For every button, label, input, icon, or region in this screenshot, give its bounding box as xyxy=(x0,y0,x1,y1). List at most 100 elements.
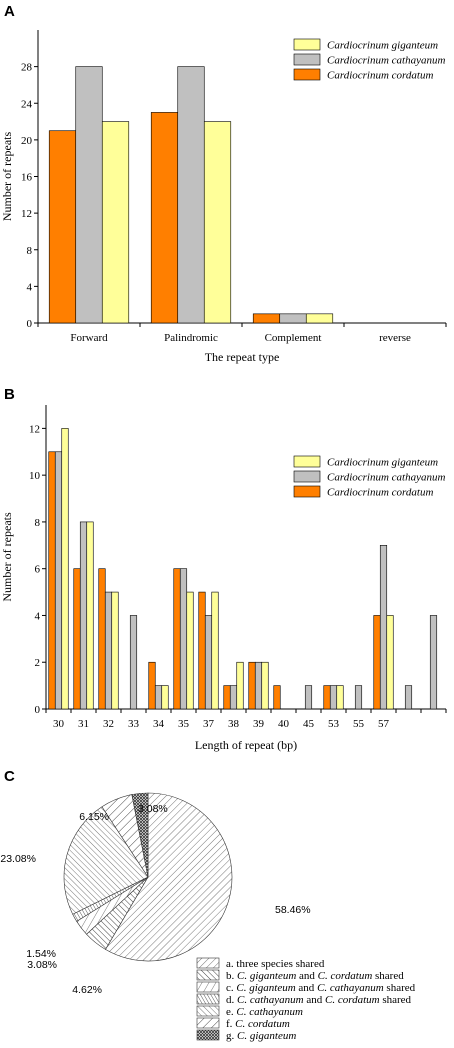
legend-label: Cardiocrinum giganteum xyxy=(327,40,438,52)
legend-swatch xyxy=(293,470,321,483)
pie-legend-label-part: and xyxy=(296,982,317,994)
bar-16-2 xyxy=(429,615,438,710)
y-tick-label: 24 xyxy=(21,98,33,110)
bar-2-3 xyxy=(86,521,94,710)
x-tick-label: 40 xyxy=(278,718,290,730)
legend-swatch xyxy=(293,38,321,51)
pie-legend-label-part: g. xyxy=(226,1030,237,1042)
y-tick-label: 0 xyxy=(27,318,33,330)
x-tick-label: Forward xyxy=(70,332,108,344)
pie-legend-label: c. C. giganteum and C. cathayanum shared xyxy=(226,982,416,994)
pie-legend-label: g. C. giganteum xyxy=(226,1030,296,1042)
bar-2-1 xyxy=(150,112,179,324)
bar-14-1 xyxy=(373,615,381,710)
pie-legend-label-part: c. xyxy=(226,982,236,994)
bar-13-2 xyxy=(354,685,363,710)
pie-legend-label-part: shared xyxy=(380,994,412,1006)
pie-legend-label-part: C. giganteum xyxy=(236,982,295,994)
bar-7-1 xyxy=(198,591,206,710)
x-tick-label: 39 xyxy=(253,718,265,730)
bar-12-1 xyxy=(323,685,331,710)
y-axis-label: Number of repeats xyxy=(0,132,14,222)
bar-3-2 xyxy=(104,591,113,710)
bar-1-3 xyxy=(61,428,69,710)
bar-8-3 xyxy=(236,661,244,710)
pie-percent-label: 58.46% xyxy=(275,904,311,916)
x-tick-label: 55 xyxy=(353,718,365,730)
legend-label: Cardiocrinum cathayanum xyxy=(327,55,445,67)
x-tick-label: 30 xyxy=(53,718,65,730)
legend-swatch xyxy=(293,68,321,81)
pie-legend-label-part: and xyxy=(296,970,317,982)
pie-legend-label-part: d. xyxy=(226,994,237,1006)
x-tick-label: 57 xyxy=(378,718,390,730)
bar-7-2 xyxy=(204,615,213,710)
pie-legend-label-part: f. xyxy=(226,1018,235,1030)
bar-15-2 xyxy=(404,685,413,710)
pie-legend-swatch xyxy=(196,957,220,969)
panel-letter: B xyxy=(4,386,15,403)
x-tick-label: 33 xyxy=(128,718,140,730)
pie-legend-swatch xyxy=(196,1029,220,1041)
legend-label: Cardiocrinum giganteum xyxy=(327,457,438,469)
bar-3-1 xyxy=(252,313,281,324)
bar-3-3 xyxy=(305,313,334,324)
bar-6-1 xyxy=(173,568,181,710)
pie-legend-label: f. C. cordatum xyxy=(226,1018,290,1030)
bar-14-3 xyxy=(386,615,394,710)
y-tick-label: 20 xyxy=(21,135,33,147)
bar-2-2 xyxy=(177,66,205,324)
pie-legend-label-part: C. giganteum xyxy=(237,970,296,982)
pie-legend-swatch xyxy=(196,993,220,1005)
bar-12-2 xyxy=(329,685,338,710)
pie-legend-label-part: b. xyxy=(226,970,237,982)
pie-legend-label: d. C. cathayanum and C. cordatum shared xyxy=(226,994,412,1006)
legend-swatch xyxy=(293,455,321,468)
bar-9-3 xyxy=(261,661,269,710)
bar-1-1 xyxy=(48,451,56,710)
pie-legend-swatch xyxy=(196,969,220,981)
bar-1-2 xyxy=(75,66,103,324)
panel-letter: A xyxy=(4,3,15,20)
pie-legend-label-part: shared xyxy=(372,970,404,982)
y-tick-label: 4 xyxy=(35,610,41,622)
x-tick-label: 45 xyxy=(303,718,315,730)
pie-legend-label-part: and xyxy=(304,994,325,1006)
x-tick-label: 32 xyxy=(103,718,114,730)
panel-b-chart: B 0 2 4 6 8 10 12 30 31 32 33 34 35 37 38 39 40 45 53 55 57 Le… xyxy=(0,386,447,752)
y-tick-label: 4 xyxy=(27,281,33,293)
pie-slice-a xyxy=(105,792,233,962)
legend-swatch xyxy=(293,485,321,498)
x-tick-label: 35 xyxy=(178,718,190,730)
bar-10-1 xyxy=(273,685,281,710)
x-tick-label: 53 xyxy=(328,718,340,730)
bar-1-1 xyxy=(48,130,77,324)
y-tick-label: 2 xyxy=(35,657,41,669)
y-tick-label: 0 xyxy=(35,704,41,716)
bar-5-2 xyxy=(154,685,163,710)
bar-14-2 xyxy=(379,545,388,710)
bar-2-2 xyxy=(79,521,88,710)
bar-9-2 xyxy=(254,661,263,710)
panel-letter: C xyxy=(4,768,15,785)
legend-label: Cardiocrinum cathayanum xyxy=(327,472,445,484)
pie-legend-swatch xyxy=(196,1005,220,1017)
bar-3-3 xyxy=(111,591,119,710)
pie-legend-label-part: shared xyxy=(384,982,416,994)
y-tick-label: 6 xyxy=(35,564,41,576)
pie-legend-label: e. C. cathayanum xyxy=(226,1006,303,1018)
bar-3-1 xyxy=(98,568,106,710)
pie-percent-label: 3.08% xyxy=(138,803,168,815)
pie-slice-g xyxy=(131,792,149,878)
y-axis-label: Number of repeats xyxy=(0,512,14,602)
pie-legend-label: a. three species shared xyxy=(226,958,325,970)
pie-legend-label-part: C. cordatum xyxy=(318,970,373,982)
y-tick-label: 12 xyxy=(29,423,40,435)
pie-legend-label-part: C. cathayanum xyxy=(237,994,304,1006)
pie-legend-label-part: C. giganteum xyxy=(237,1030,296,1042)
bar-7-3 xyxy=(211,591,219,710)
panel-c-pie-chart: C58.46%4.62%3.08%1.54%23.08%6.15%3.08%a.… xyxy=(0,768,415,1042)
y-tick-label: 16 xyxy=(21,172,33,184)
pie-legend-swatch xyxy=(196,981,220,993)
